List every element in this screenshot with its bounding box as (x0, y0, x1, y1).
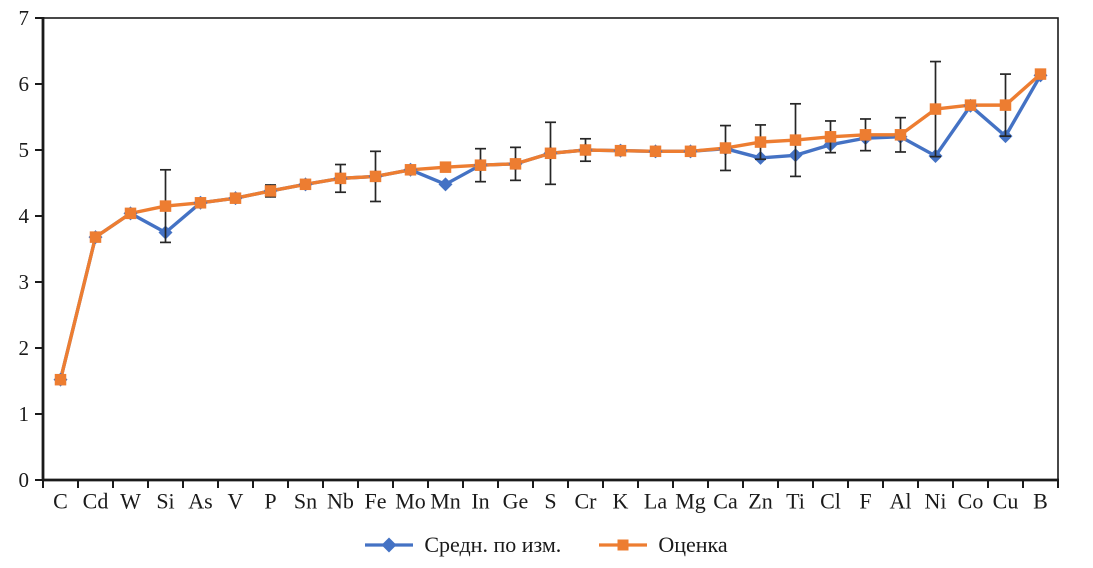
x-tick-label: Mg (675, 489, 706, 514)
legend-item-sredn-po-izm: Средн. по изм. (365, 532, 561, 558)
marker-square (684, 145, 697, 158)
marker-square (264, 185, 277, 197)
marker-square (579, 144, 592, 156)
marker-square (299, 178, 312, 191)
legend: Средн. по изм. Оценка (0, 532, 1093, 558)
y-tick-label: 1 (19, 402, 30, 426)
marker-square (964, 99, 977, 111)
legend-marker-diamond-icon (365, 537, 414, 553)
x-tick-label: Si (156, 489, 174, 514)
legend-label-series-1: Средн. по изм. (424, 532, 562, 557)
x-tick-label: Nb (327, 489, 354, 514)
marker-square (894, 129, 907, 141)
y-tick-label: 2 (19, 336, 30, 360)
marker-square (859, 129, 872, 141)
x-tick-label: B (1033, 489, 1048, 514)
x-tick-label: Co (958, 489, 984, 514)
legend-label-series-2: Оценка (658, 532, 728, 557)
marker-square (1034, 68, 1047, 80)
x-tick-label: C (53, 489, 68, 514)
marker-square (474, 159, 487, 171)
y-tick-label: 7 (19, 6, 30, 30)
marker-square (614, 144, 627, 157)
x-tick-label: Mo (395, 489, 426, 514)
series-line-2 (58, 72, 1042, 381)
x-tick-label: Cd (83, 489, 109, 514)
legend-marker-square-icon (599, 539, 648, 551)
marker-square (789, 134, 802, 146)
x-tick-label: Zn (748, 489, 772, 514)
marker-square (54, 373, 67, 386)
marker-square (369, 170, 382, 183)
marker-square (719, 142, 732, 154)
x-tick-label: Sn (294, 489, 317, 514)
x-tick-label: Al (890, 489, 912, 514)
marker-square (544, 147, 557, 160)
marker-square (649, 145, 662, 158)
x-tick-label: W (120, 489, 141, 514)
marker-square (754, 136, 767, 148)
y-tick-label: 0 (19, 468, 30, 492)
marker-square (404, 164, 417, 176)
y-tick-label: 5 (19, 138, 30, 162)
series-line-1 (58, 74, 1042, 381)
x-tick-label: As (188, 489, 212, 514)
x-tick-label: Ge (503, 489, 529, 514)
plot-border (42, 17, 1059, 481)
legend-item-ocenka: Оценка (599, 532, 728, 558)
marker-square (999, 99, 1012, 111)
marker-square (439, 161, 452, 173)
marker-square (229, 192, 242, 204)
marker-square (194, 197, 207, 209)
x-tick-label: F (859, 489, 871, 514)
x-tick-label: P (264, 489, 276, 514)
marker-square (824, 131, 837, 143)
marker-square (89, 231, 102, 243)
marker-square (509, 158, 522, 170)
x-tick-label: Cu (993, 489, 1019, 514)
x-tick-label: Cl (820, 489, 841, 514)
x-tick-label: In (471, 489, 489, 514)
x-tick-label: Ni (925, 489, 947, 514)
marker-diamond (438, 177, 453, 192)
x-tick-label: La (644, 489, 667, 514)
marker-square (124, 207, 137, 220)
x-tick-label: V (228, 489, 244, 514)
marker-square (929, 103, 942, 115)
x-tick-label: Mn (430, 489, 461, 514)
x-tick-label: Cr (575, 489, 598, 514)
x-tick-label: Fe (365, 489, 387, 514)
y-tick-label: 6 (19, 72, 30, 96)
marker-square (159, 200, 172, 212)
y-tick-label: 3 (19, 270, 30, 294)
x-tick-label: K (613, 489, 629, 514)
marker-square (334, 172, 347, 185)
x-tick-label: Ti (786, 489, 805, 514)
y-tick-label: 4 (19, 204, 30, 228)
x-tick-label: Ca (713, 489, 738, 514)
x-tick-label: S (544, 489, 556, 514)
